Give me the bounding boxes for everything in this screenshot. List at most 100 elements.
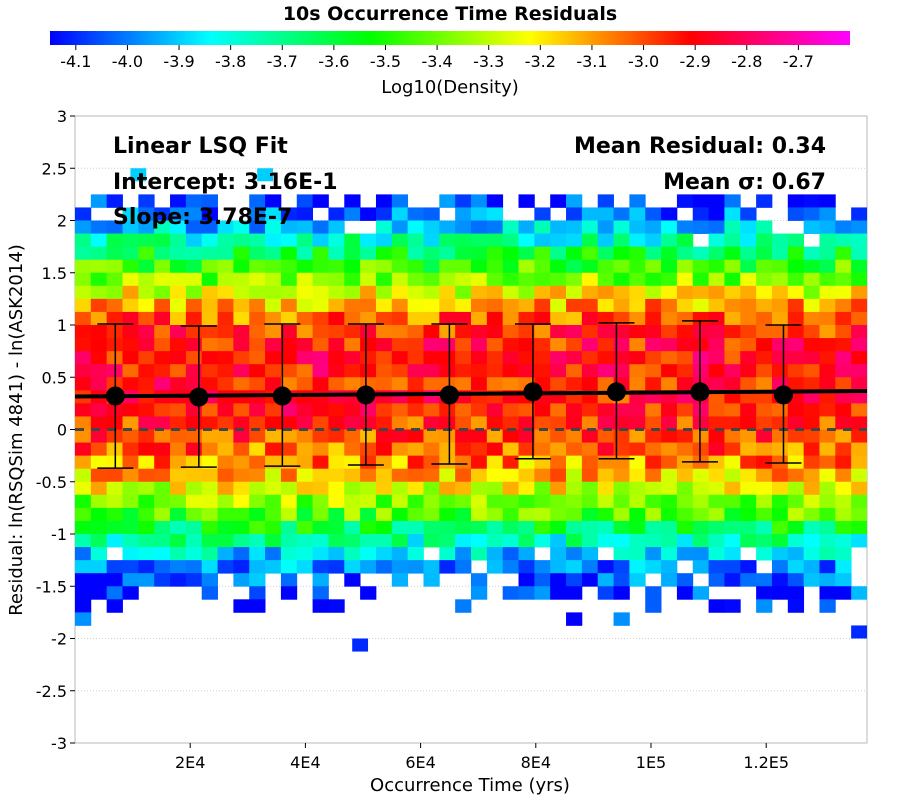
- x-tick-label: 1.2E5: [743, 753, 789, 772]
- heatmap-cell: [645, 377, 662, 391]
- heatmap-cell: [423, 416, 440, 430]
- heatmap-cell: [75, 534, 92, 548]
- heatmap-cell: [360, 416, 377, 430]
- heatmap-cell: [819, 560, 836, 574]
- mean-point: [690, 382, 710, 402]
- heatmap-cell: [90, 507, 108, 522]
- heatmap-cell: [391, 507, 409, 522]
- heatmap-cell: [502, 285, 519, 300]
- heatmap-cell: [170, 507, 187, 522]
- heatmap-cell: [439, 272, 456, 287]
- heatmap-cell: [566, 272, 583, 287]
- heatmap-cell: [803, 259, 820, 274]
- heatmap-cell: [502, 377, 519, 391]
- heatmap-cell: [201, 246, 218, 261]
- heatmap-cells: [75, 168, 867, 652]
- heatmap-cell: [566, 573, 583, 587]
- heatmap-cell: [75, 468, 92, 483]
- heatmap-cell: [249, 520, 266, 535]
- heatmap-cell: [787, 272, 805, 287]
- heatmap-cell: [486, 455, 504, 470]
- heatmap-cell: [692, 272, 709, 287]
- heatmap-cell: [486, 494, 504, 509]
- heatmap-cell: [201, 573, 218, 587]
- heatmap-cell: [787, 468, 805, 483]
- heatmap-cell: [803, 455, 820, 470]
- heatmap-cell: [296, 246, 313, 261]
- heatmap-cell: [201, 560, 218, 574]
- heatmap-cell: [502, 416, 519, 430]
- heatmap-cell: [597, 520, 614, 535]
- heatmap-cell: [344, 285, 361, 300]
- heatmap-cell: [566, 534, 583, 548]
- heatmap-cell: [122, 586, 139, 600]
- heatmap-cell: [756, 220, 773, 234]
- heatmap-cell: [819, 547, 836, 561]
- heatmap-cell: [122, 560, 139, 574]
- heatmap-cell: [629, 429, 646, 443]
- heatmap-cell: [185, 573, 203, 587]
- heatmap-cell: [280, 325, 298, 339]
- heatmap-cell: [75, 547, 92, 561]
- heatmap-cell: [249, 233, 266, 248]
- heatmap-cell: [296, 390, 313, 404]
- heatmap-cell: [75, 220, 92, 234]
- heatmap-cell: [154, 246, 171, 261]
- heatmap-cell: [328, 351, 345, 365]
- heatmap-cell: [708, 599, 725, 613]
- heatmap-cell: [471, 455, 488, 470]
- heatmap-cell: [170, 377, 187, 391]
- heatmap-cell: [502, 507, 519, 522]
- heatmap-cell: [486, 325, 504, 339]
- heatmap-cell: [90, 233, 108, 248]
- heatmap-cell: [375, 325, 393, 339]
- heatmap-cell: [439, 534, 456, 548]
- heatmap-cell: [851, 377, 867, 391]
- heatmap-cell: [138, 455, 155, 470]
- heatmap-cell: [471, 534, 488, 548]
- heatmap-cell: [280, 442, 298, 457]
- heatmap-cell: [328, 220, 345, 234]
- heatmap-cell: [423, 220, 440, 234]
- heatmap-cell: [597, 429, 614, 443]
- heatmap-cell: [740, 573, 757, 587]
- heatmap-cell: [138, 468, 155, 483]
- heatmap-cell: [486, 442, 504, 457]
- heatmap-cell: [471, 494, 488, 509]
- heatmap-cell: [423, 272, 440, 287]
- heatmap-cell: [170, 351, 187, 365]
- heatmap-cell: [328, 534, 345, 548]
- heatmap-cell: [90, 377, 108, 391]
- heatmap-cell: [455, 207, 472, 221]
- heatmap-cell: [851, 311, 867, 326]
- heatmap-cell: [835, 520, 852, 535]
- heatmap-cell: [249, 207, 266, 221]
- heatmap-cell: [455, 455, 472, 470]
- heatmap-cell: [740, 285, 757, 300]
- heatmap-cell: [851, 207, 867, 221]
- heatmap-cell: [502, 338, 519, 352]
- heatmap-cell: [170, 311, 187, 326]
- heatmap-cell: [613, 220, 630, 234]
- heatmap-cell: [296, 403, 313, 417]
- heatmap-cell: [740, 272, 757, 287]
- heatmap-cell: [90, 573, 108, 587]
- heatmap-cell: [360, 285, 377, 300]
- heatmap-cell: [613, 586, 630, 600]
- colorbar-tick-label: -3.4: [421, 52, 452, 71]
- heatmap-cell: [581, 207, 599, 221]
- heatmap-cell: [787, 573, 805, 587]
- heatmap-cell: [692, 560, 709, 574]
- slope-annotation: Slope: 3.78E-7: [113, 205, 292, 230]
- heatmap-cell: [502, 468, 519, 483]
- heatmap-cell: [502, 233, 519, 248]
- heatmap-cell: [201, 403, 218, 417]
- heatmap-cell: [724, 364, 741, 378]
- heatmap-cell: [265, 285, 282, 300]
- heatmap-cell: [819, 311, 836, 326]
- heatmap-cell: [154, 403, 171, 417]
- heatmap-cell: [344, 416, 361, 430]
- heatmap-cell: [328, 377, 345, 391]
- heatmap-cell: [724, 285, 741, 300]
- heatmap-cell: [455, 220, 472, 234]
